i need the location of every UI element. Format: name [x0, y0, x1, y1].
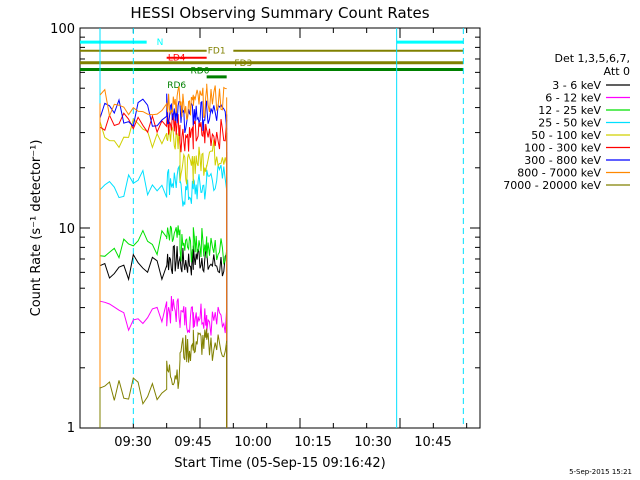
series-4: [99, 164, 228, 428]
x-axis: 09:30 09:45 10:00 10:15 10:30 10:45 Star…: [114, 435, 451, 471]
flag-label-fd1: FD1: [208, 47, 226, 57]
x-tick-label-0930: 09:30: [114, 435, 151, 450]
series-9: [99, 328, 228, 428]
y-axis-label: Count Rate (s⁻¹ detector⁻¹): [29, 140, 44, 317]
legend-label-4: 25 - 50 keV: [538, 117, 601, 130]
series-line-9: [99, 328, 228, 406]
legend-label-2: 6 - 12 keV: [545, 92, 601, 105]
y-tick-label-100: 100: [50, 22, 75, 37]
series-line-7: [99, 93, 228, 134]
footer-timestamp: 5-Sep-2015 15:21: [569, 468, 632, 476]
chart-title: HESSI Observing Summary Count Rates: [130, 4, 429, 22]
series-line-1: [99, 244, 228, 282]
flag-lines: N FD1 FD3 RD0 RD6 LD4: [80, 28, 464, 428]
y-tick-label-10: 10: [58, 222, 75, 237]
legend-label-1: 3 - 6 keV: [552, 79, 601, 92]
series-line-8: [99, 83, 227, 120]
flag-label-ld4: LD4: [168, 54, 186, 64]
series-line-5: [99, 118, 228, 185]
series-layer: [99, 83, 228, 428]
series-line-4: [99, 164, 228, 207]
legend-label-8: 800 - 7000 keV: [517, 167, 601, 180]
axis-ticks: [80, 27, 480, 429]
x-tick-label-1030: 10:30: [354, 435, 391, 450]
series-line-2: [99, 295, 228, 336]
legend-label-9: 7000 - 20000 keV: [503, 179, 601, 192]
flag-label-fd3: FD3: [234, 59, 252, 69]
flag-label-rd0: RD0: [191, 67, 210, 77]
y-tick-label-1: 1: [67, 421, 75, 436]
legend-header-attenuator: Att 0: [604, 65, 630, 78]
series-2: [99, 295, 228, 428]
x-tick-label-1000: 10:00: [234, 435, 271, 450]
legend-label-5: 50 - 100 keV: [531, 129, 601, 142]
series-line-6: [99, 111, 228, 153]
legend-label-6: 100 - 300 keV: [524, 142, 601, 155]
flag-label-n: N: [157, 38, 164, 48]
x-tick-label-1045: 10:45: [414, 435, 451, 450]
x-tick-label-1015: 10:15: [294, 435, 331, 450]
plot-frame: [79, 27, 481, 429]
legend-label-3: 12 - 25 keV: [538, 104, 601, 117]
x-axis-label: Start Time (05-Sep-15 09:16:42): [174, 456, 385, 471]
legend-header-detectors: Det 1,3,5,6,7,: [554, 52, 630, 65]
series-line-3: [99, 225, 228, 265]
flag-label-rd6: RD6: [167, 81, 186, 91]
x-tick-label-0945: 09:45: [174, 435, 211, 450]
y-axis: 1 10 100 Count Rate (s⁻¹ detector⁻¹): [29, 22, 75, 436]
legend-label-7: 300 - 800 keV: [524, 154, 601, 167]
